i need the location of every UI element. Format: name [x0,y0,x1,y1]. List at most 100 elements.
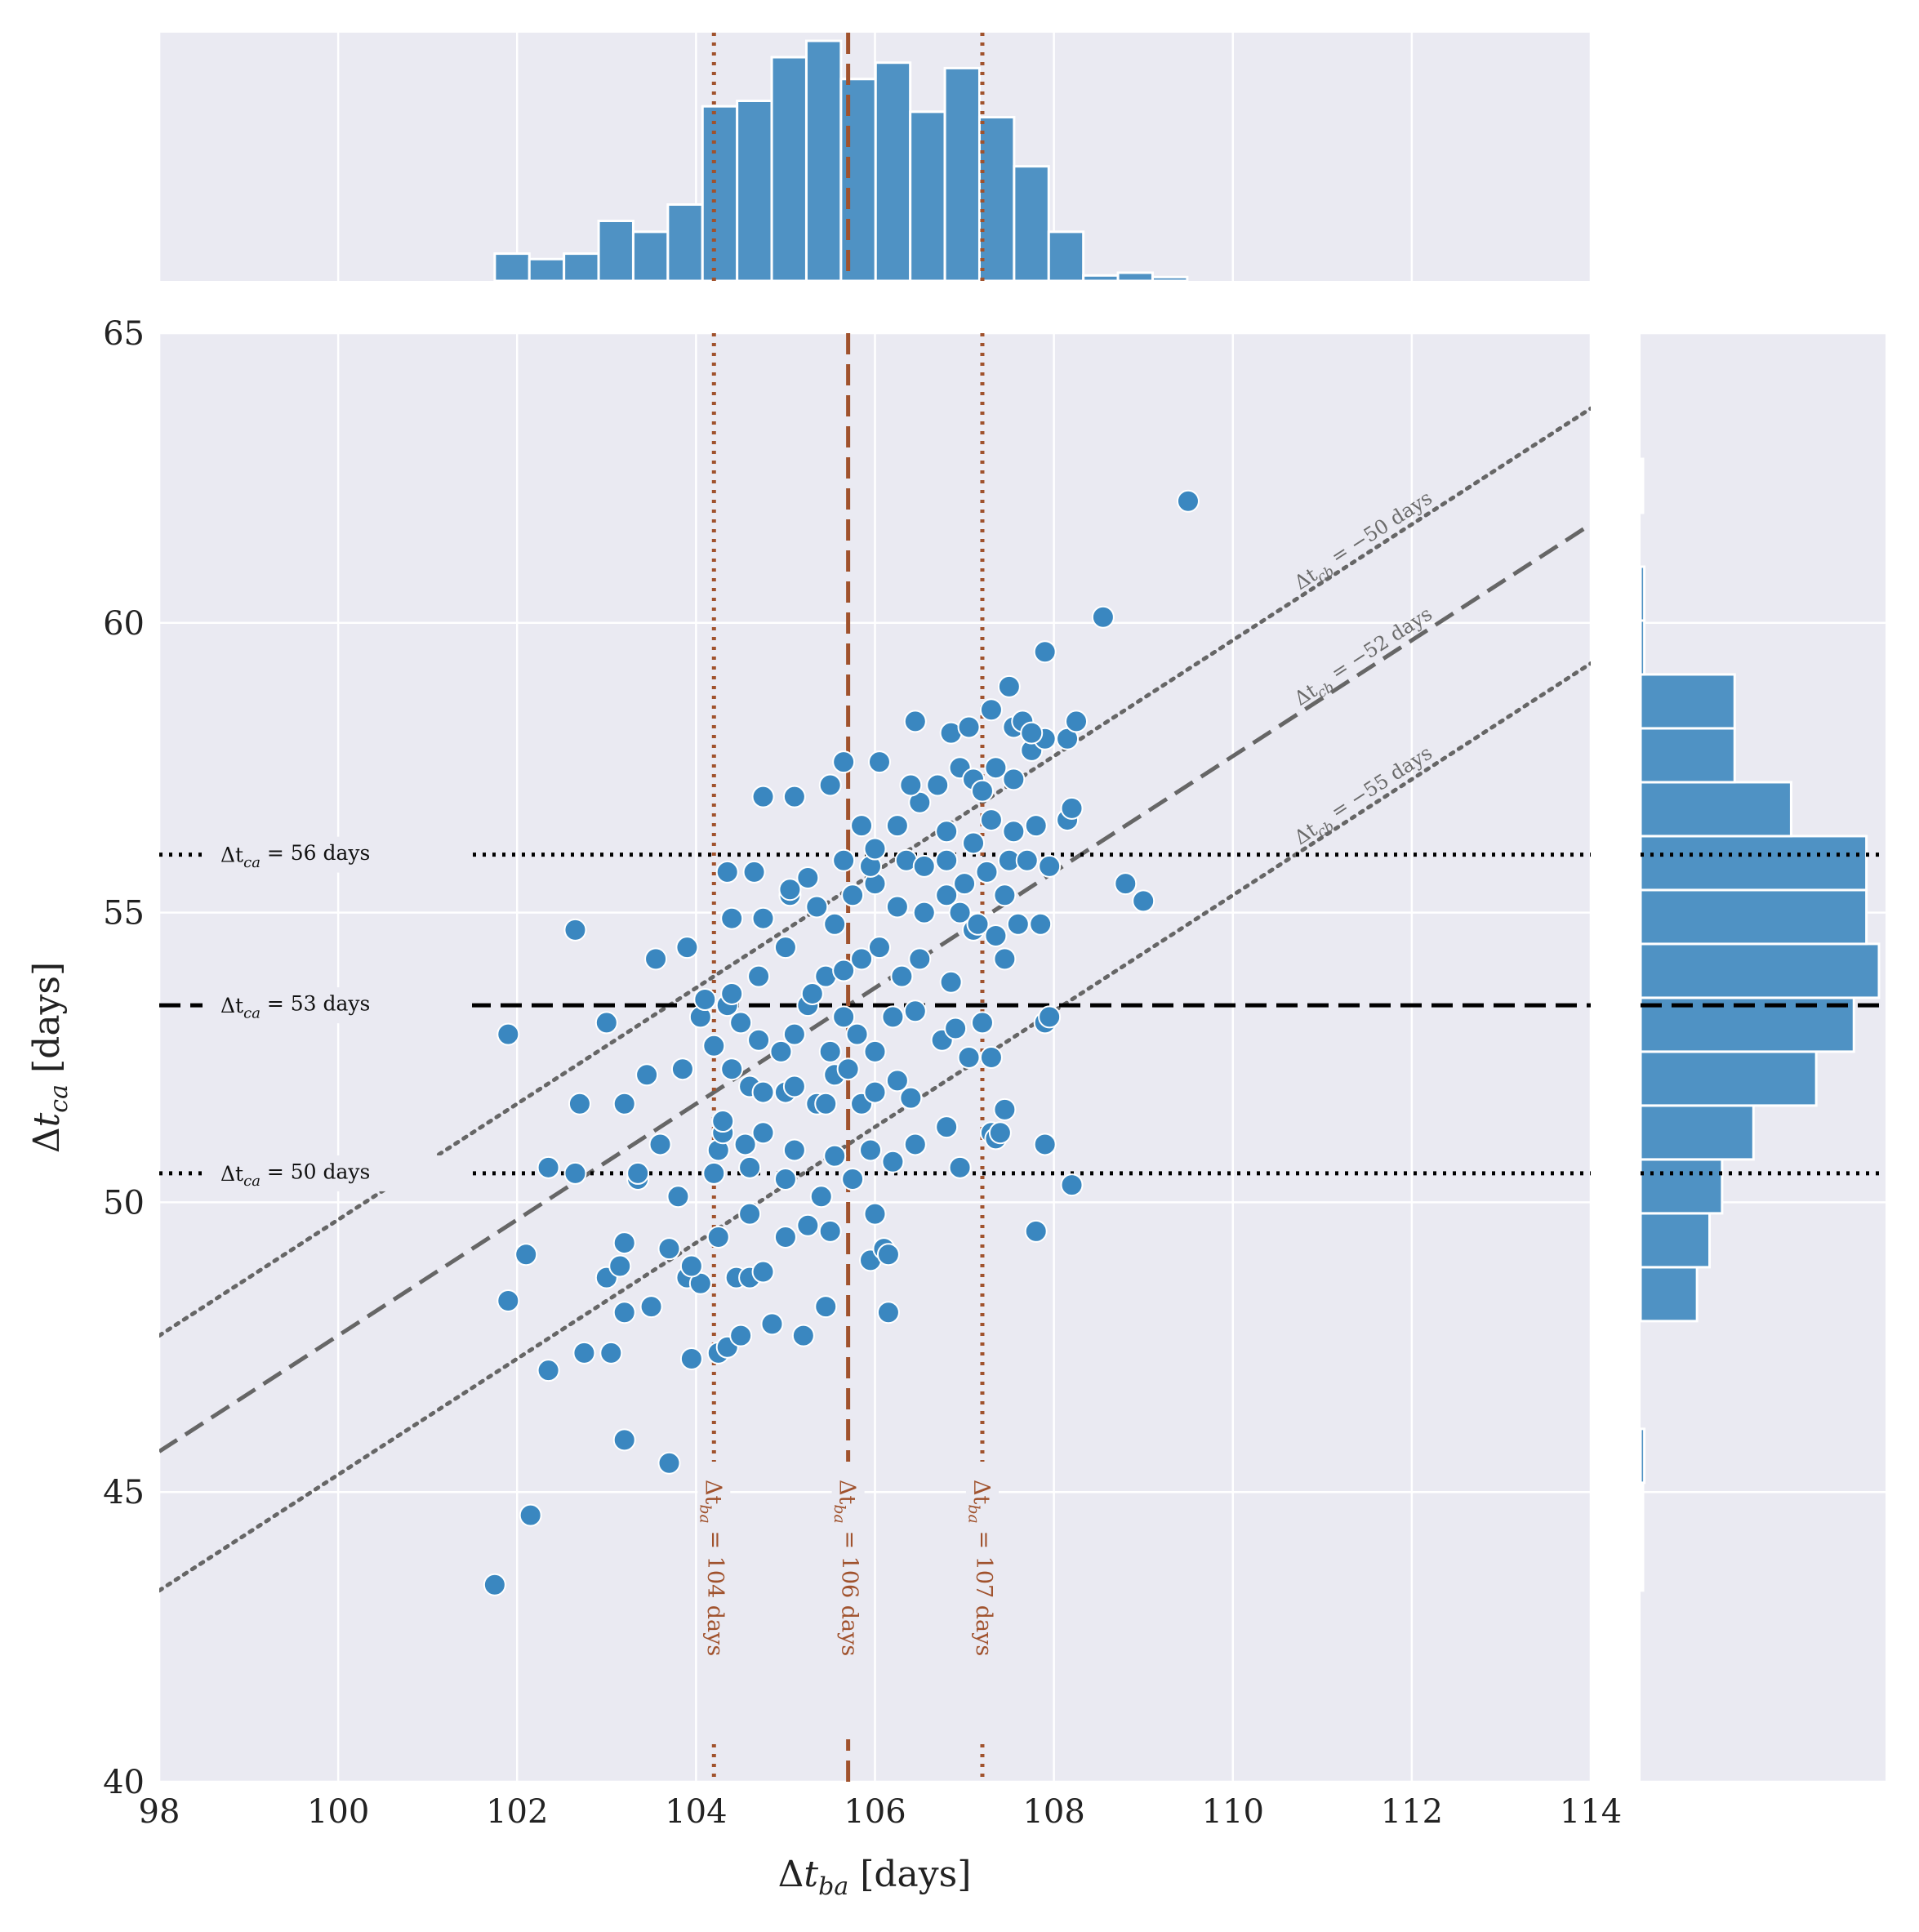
scatter-point [926,773,950,797]
scatter-point [1060,1173,1084,1197]
scatter-point [948,1155,972,1179]
scatter-point [1038,1005,1062,1029]
scatter-point [1091,605,1115,629]
scatter-point [832,848,856,872]
scatter-point [912,854,936,878]
scatter-point [1029,912,1053,936]
scatter-point [599,1341,623,1364]
scatter-point [962,831,986,855]
x-tick-label: 100 [307,1793,369,1831]
scatter-point [693,988,717,1012]
scatter-point [903,999,927,1023]
top-hist-bar [1116,271,1154,281]
scatter-point [729,1011,753,1035]
scatter-point [970,1011,994,1035]
scatter-point [850,814,874,838]
scatter-point [818,773,842,797]
scatter-point [988,1121,1012,1145]
top-hist-bar [1151,275,1189,281]
scatter-point [800,982,824,1005]
diagonal-line [159,523,1591,1453]
top-hist-bar [770,56,808,281]
scatter-point [657,1237,681,1261]
horizontal-label-gap [203,1155,472,1191]
top-hist-bar [528,257,566,281]
horizontal-line-label: Δtca = 56 days [220,841,370,871]
scatter-point [791,1324,815,1347]
vertical-label-gap [965,1462,999,1739]
scatter-point [666,1185,690,1209]
top-hist-bar [736,100,773,281]
scatter-point [993,947,1017,971]
scatter-point [912,901,936,924]
scatter-point [742,860,766,884]
right-hist-bar [1641,1212,1712,1269]
top-hist-reference-lines [711,33,985,281]
x-tick-labels: 98 100 102 104 106 108 110 112 114 [139,1793,1623,1831]
scatter-point [863,1202,887,1226]
scatter-point [796,866,820,890]
right-histogram-panel [1641,332,1886,1783]
scatter-point [885,1069,909,1093]
scatter-point [957,1046,981,1069]
scatter-point [935,848,959,872]
scatter-point [939,970,963,994]
scatter-point [841,884,865,907]
scatter-point [496,1289,520,1313]
top-hist-bar [804,39,843,281]
scatter-point [957,715,981,739]
scatter-point [1033,1133,1057,1156]
top-hist-bar [874,61,912,281]
scatter-point [751,1260,775,1284]
scatter-point [1002,820,1026,844]
scatter-point [1024,1219,1048,1243]
top-hist-bar [563,252,600,281]
scatter-point [751,1121,775,1145]
scatter-point [639,1295,663,1319]
top-hist-bar [1082,274,1120,281]
scatter-point [782,1138,806,1162]
scatter-point [782,1075,806,1098]
scatter-point [675,936,699,959]
scatter-point [706,1225,730,1249]
scatter-point [984,756,1008,780]
scatter-point [612,1231,636,1255]
scatter-point [760,1312,784,1336]
scatter-point [519,1503,542,1527]
scatter-point [670,1057,694,1081]
scatter-point [899,1086,923,1110]
scatter-point [836,1057,860,1081]
y-tick-labels: 40 45 50 55 60 65 [103,315,145,1801]
x-tick-label: 106 [844,1793,906,1831]
scatter-point [1132,889,1155,913]
vertical-line-label: Δtba = 106 days [830,1480,862,1656]
scatter-point [814,1092,838,1115]
scatter-point [608,1254,632,1278]
y-tick-label: 45 [103,1474,145,1511]
scatter-point [903,710,927,733]
scatter-point [832,750,856,774]
scatter-point [626,1161,650,1185]
right-hist-bar [1641,1158,1724,1215]
top-hist-bar [597,220,634,281]
y-axis-label: Δtca [days] [26,962,73,1153]
right-hist-bar [1641,1535,1645,1592]
scatter-point [747,1028,771,1052]
scatter-point [1020,721,1044,745]
x-tick-label: 108 [1022,1793,1084,1831]
scatter-point [496,1022,520,1046]
vertical-line-label: Δtba = 104 days [697,1480,728,1656]
scatter-point [733,1133,757,1156]
scatter-point [876,1301,900,1324]
scatter-point [953,872,977,896]
scatter-point [850,947,874,971]
scatter-point [773,1225,797,1249]
scatter-point [572,1341,596,1364]
scatter-point [944,1017,968,1040]
scatter-point [720,1057,744,1081]
scatter-point [1024,814,1048,838]
top-hist-bar [943,66,981,281]
scatter-point [514,1243,538,1266]
top-hist-bar [909,110,946,281]
top-hist-bar [631,230,670,281]
